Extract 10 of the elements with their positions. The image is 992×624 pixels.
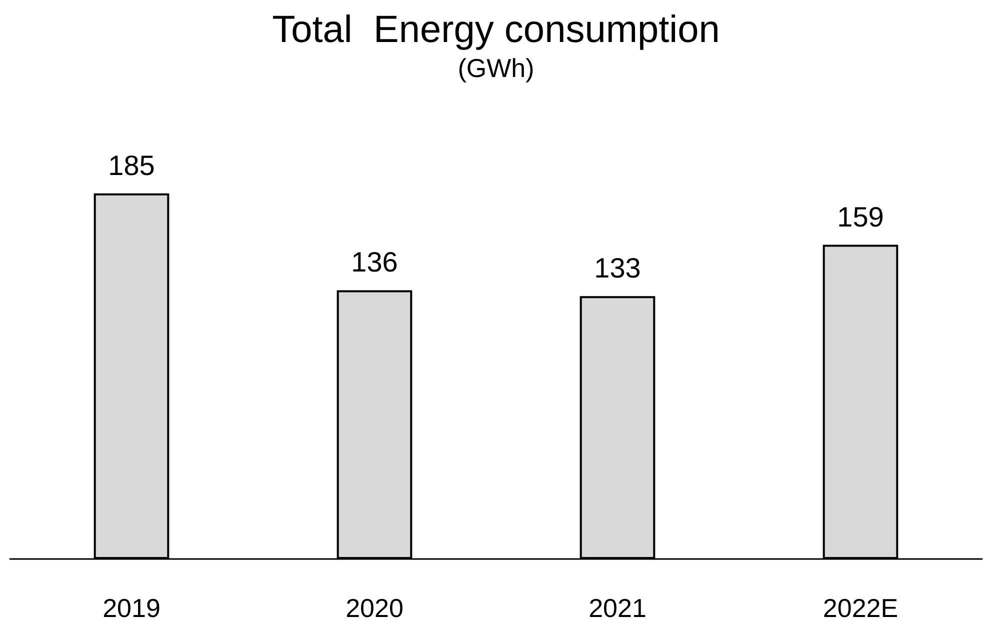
data-label: 159 (837, 201, 884, 232)
data-label: 185 (108, 150, 155, 181)
data-label: 136 (351, 246, 398, 278)
chart-subtitle: (GWh) (458, 53, 534, 83)
data-label: 133 (594, 252, 641, 284)
x-tick-label: 2020 (346, 593, 404, 623)
x-tick-label: 2019 (102, 593, 160, 623)
chart-title: Total Energy consumption (272, 9, 720, 51)
x-tick-label: 2022E (822, 593, 898, 623)
x-tick-label: 2021 (588, 593, 646, 623)
